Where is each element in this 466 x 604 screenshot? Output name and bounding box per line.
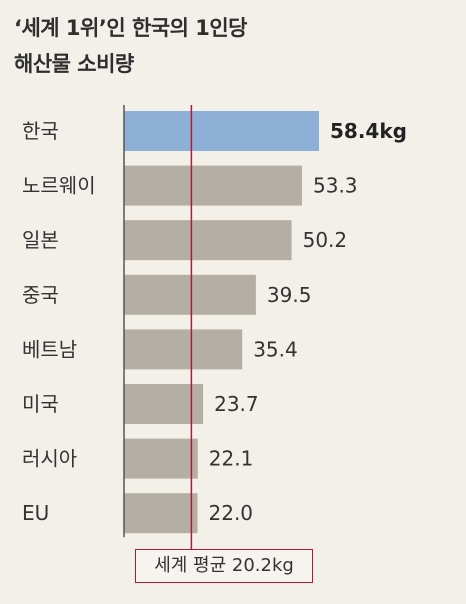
- category-label-6: 러시아: [22, 447, 77, 471]
- title-line-1: ‘세계 1위’인 한국의 1인당: [14, 16, 248, 40]
- value-label-0: 58.4kg: [330, 119, 407, 143]
- world-average-label: 세계 평균 20.2kg: [135, 549, 313, 583]
- category-label-5: 미국: [22, 392, 59, 416]
- category-label-3: 중국: [22, 283, 59, 307]
- value-label-1: 53.3: [313, 174, 358, 198]
- value-label-6: 22.1: [209, 447, 254, 471]
- category-label-7: EU: [22, 501, 49, 525]
- bar-0: [124, 111, 319, 151]
- bar-2: [124, 220, 292, 261]
- bar-6: [124, 438, 198, 479]
- bar-5: [124, 384, 204, 424]
- category-label-2: 일본: [22, 228, 59, 252]
- category-label-0: 한국: [22, 119, 59, 143]
- value-label-4: 35.4: [253, 337, 298, 361]
- value-label-5: 23.7: [214, 392, 259, 416]
- value-label-2: 50.2: [303, 228, 348, 252]
- category-label-4: 베트남: [22, 337, 77, 361]
- title-line-2: 해산물 소비량: [14, 52, 134, 76]
- bar-7: [124, 493, 198, 534]
- category-label-1: 노르웨이: [22, 174, 96, 198]
- value-label-7: 22.0: [209, 501, 254, 525]
- bar-3: [124, 274, 256, 315]
- value-label-3: 39.5: [267, 283, 312, 307]
- chart-title: ‘세계 1위’인 한국의 1인당 해산물 소비량: [14, 10, 248, 82]
- bar-4: [124, 329, 243, 370]
- bar-1: [124, 165, 302, 206]
